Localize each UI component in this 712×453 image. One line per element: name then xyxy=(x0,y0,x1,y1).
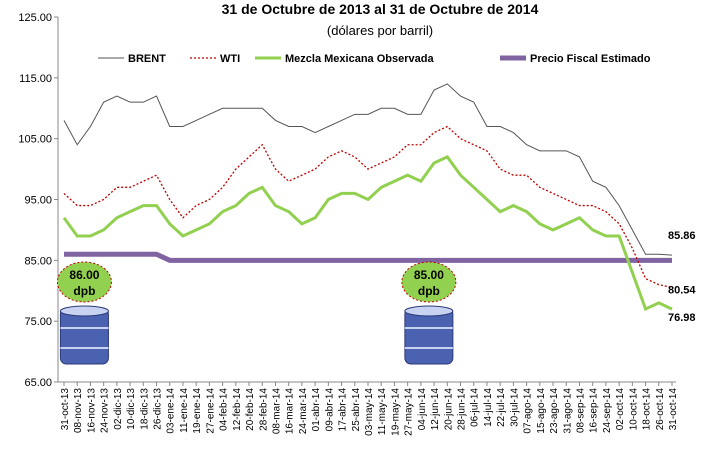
chart-subtitle: (dólares por barril) xyxy=(327,23,433,38)
x-tick-label: 10-oct-14 xyxy=(628,388,639,431)
y-tick-label: 65.00 xyxy=(24,377,52,389)
y-tick-label: 75.00 xyxy=(24,316,52,328)
x-tick-label: 10-dic-13 xyxy=(126,388,137,430)
x-tick-label: 06-jul-14 xyxy=(470,388,481,427)
annotation-oval xyxy=(401,261,457,303)
x-tick-label: 20-feb-14 xyxy=(245,388,256,431)
x-tick-label: 24-nov-13 xyxy=(100,388,111,433)
x-tick-label: 25-abr-14 xyxy=(351,388,362,432)
x-tick-label: 02-dic-13 xyxy=(113,388,124,430)
y-tick-label: 105.00 xyxy=(18,134,52,146)
barrel-top xyxy=(59,305,109,317)
series-line xyxy=(64,251,672,263)
x-tick-label: 09-abr-14 xyxy=(324,388,335,432)
legend-label: Mezcla Mexicana Observada xyxy=(285,53,434,65)
x-tick-label: 16-sep-14 xyxy=(589,388,600,433)
legend-label: WTI xyxy=(220,53,240,65)
series-line xyxy=(63,83,673,256)
x-tick-label: 27-ene-14 xyxy=(205,388,216,434)
x-tick-label: 07-ago-14 xyxy=(523,388,534,434)
x-tick-label: 23-ago-14 xyxy=(549,388,560,434)
x-tick-label: 11-may-14 xyxy=(377,388,388,435)
legend-label: BRENT xyxy=(128,53,166,65)
x-tick-label: 03-ene-14 xyxy=(166,388,177,434)
x-tick-label: 19-may-14 xyxy=(390,388,401,436)
end-label: 80.54 xyxy=(668,284,696,296)
x-tick-label: 28-jun-14 xyxy=(457,388,468,431)
x-tick-label: 18-dic-13 xyxy=(139,388,150,430)
y-tick-label: 85.00 xyxy=(24,255,52,267)
y-tick-label: 115.00 xyxy=(19,73,52,85)
annotation-value: 85.00 xyxy=(414,268,444,282)
x-tick-label: 08-nov-13 xyxy=(73,388,84,433)
end-label: 85.86 xyxy=(668,230,696,242)
x-tick-label: 11-ene-14 xyxy=(179,388,190,433)
x-tick-label: 31-oct-14 xyxy=(668,388,679,431)
x-tick-label: 31-oct-13 xyxy=(60,388,71,431)
x-tick-label: 19-ene-14 xyxy=(192,388,203,434)
y-tick-label: 95.00 xyxy=(24,195,52,207)
x-tick-label: 08-sep-14 xyxy=(575,388,586,433)
annotation-value: 86.00 xyxy=(69,268,99,282)
annotation-oval xyxy=(56,261,112,303)
x-tick-label: 02-oct-14 xyxy=(615,388,626,431)
x-tick-label: 16-nov-13 xyxy=(86,388,97,433)
x-tick-label: 31-ago-14 xyxy=(562,388,573,434)
x-tick-label: 24-mar-14 xyxy=(298,388,309,435)
x-tick-label: 14-jul-14 xyxy=(483,388,494,427)
series-line xyxy=(63,125,673,289)
x-tick-label: 03-may-14 xyxy=(364,388,375,436)
x-tick-label: 17-abr-14 xyxy=(338,388,349,432)
x-tick-label: 12-jun-14 xyxy=(430,388,441,431)
annotation-unit: dpb xyxy=(418,284,440,298)
x-tick-label: 18-oct-14 xyxy=(642,388,653,431)
x-tick-label: 26-oct-14 xyxy=(655,388,666,431)
x-tick-label: 04-feb-14 xyxy=(219,388,230,431)
x-tick-label: 08-mar-14 xyxy=(271,388,282,435)
x-tick-label: 22-jul-14 xyxy=(496,388,507,427)
y-tick-label: 125.00 xyxy=(18,12,52,24)
x-tick-label: 01-abr-14 xyxy=(311,388,322,432)
end-label: 76.98 xyxy=(668,312,696,324)
x-tick-label: 28-feb-14 xyxy=(258,388,269,431)
barrel-top xyxy=(404,305,454,317)
x-tick-label: 26-dic-13 xyxy=(153,388,164,430)
x-tick-label: 24-sep-14 xyxy=(602,388,613,433)
legend-label: Precio Fiscal Estimado xyxy=(530,53,651,65)
x-tick-label: 20-jun-14 xyxy=(443,388,454,431)
chart-title: 31 de Octubre de 2013 al 31 de Octubre d… xyxy=(222,1,539,17)
x-tick-label: 12-feb-14 xyxy=(232,388,243,431)
x-tick-label: 16-mar-14 xyxy=(285,388,296,435)
series-line xyxy=(62,155,673,312)
x-tick-label: 15-ago-14 xyxy=(536,388,547,434)
x-tick-label: 30-jul-14 xyxy=(509,388,520,427)
x-tick-label: 27-may-14 xyxy=(404,388,415,436)
x-tick-label: 04-jun-14 xyxy=(417,388,428,431)
annotation-unit: dpb xyxy=(73,284,95,298)
